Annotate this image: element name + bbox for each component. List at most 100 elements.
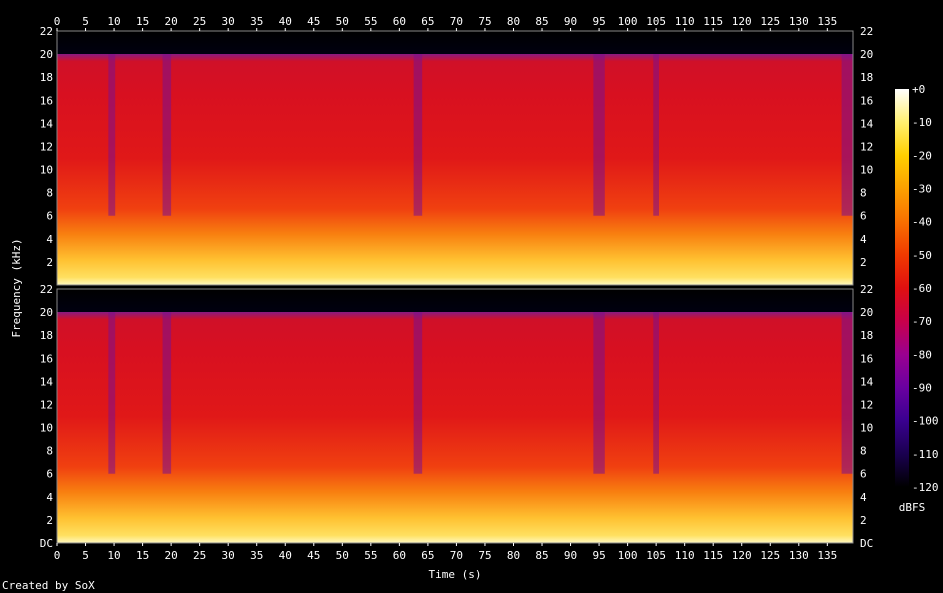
ch1-y-tick-right-3: 8 [860,187,867,200]
x-tick-top-18: 90 [564,15,577,28]
x-tick-bottom-25: 125 [760,549,780,562]
ch2-y-tick-left-5: 10 [40,422,53,435]
x-tick-bottom-11: 55 [364,549,377,562]
ch2-y-tick-left-3: 6 [46,468,53,481]
x-tick-bottom-2: 10 [107,549,120,562]
ch1-y-tick-right-9: 20 [860,48,873,61]
ch1-y-tick-left-2: 6 [46,210,53,223]
x-tick-bottom-23: 115 [703,549,723,562]
colorbar-gradient-bar [895,89,909,487]
ch2-quiet-segment-4 [653,312,659,474]
x-tick-bottom-6: 30 [222,549,235,562]
x-tick-labels-bottom: 0 5 10 15 20 25 30 35 40 45 50 55 60 65 70 75 80 85 90 95 10… [54,543,837,562]
x-tick-bottom-0: 0 [54,549,61,562]
colorbar-tick-5: -50 [912,249,932,262]
colorbar-tick-labels: +0 -10 -20 -30 -40 -50 -60 -70 -80 -90 -100 -110 -12… [912,83,939,494]
x-tick-top-17: 85 [535,15,548,28]
ch2-y-tick-right-3: 6 [860,468,867,481]
x-tick-bottom-10: 50 [336,549,349,562]
ch1-quiet-segment-3 [593,54,605,216]
ch2-y-tick-left-7: 14 [40,375,54,388]
x-tick-bottom-7: 35 [250,549,263,562]
colorbar-tick-7: -70 [912,315,932,328]
ch2-y-tick-left-6: 12 [40,398,53,411]
ch1-y-tick-right-4: 10 [860,164,873,177]
ch2-quiet-segment-1 [162,312,172,474]
ch2-quiet-segment-5 [841,312,853,474]
ch2-y-tick-right-9: 18 [860,329,873,342]
x-tick-top-15: 75 [478,15,491,28]
colorbar-tick-6: -60 [912,282,932,295]
x-tick-bottom-8: 40 [279,549,292,562]
ch2-y-tick-left-10: 20 [40,306,53,319]
channel-2-frame [56,288,854,544]
x-tick-bottom-21: 105 [646,549,666,562]
ch1-y-tick-left-8: 18 [40,71,53,84]
ch2-y-tick-right-6: 12 [860,398,873,411]
x-tick-top-7: 35 [250,15,263,28]
x-tick-top-2: 10 [107,15,120,28]
colorbar-tick-9: -90 [912,382,932,395]
ch1-y-tick-left-7: 16 [40,94,53,107]
x-tick-top-9: 45 [307,15,320,28]
channel-2-panel [57,289,853,543]
ch2-quiet-segment-2 [413,312,423,474]
x-tick-bottom-1: 5 [82,549,89,562]
ch2-y-tick-right-11: 22 [860,283,873,296]
ch1-y-tick-right-10: 22 [860,25,873,38]
ch1-y-tick-left-0: 2 [46,256,53,269]
x-tick-bottom-9: 45 [307,549,320,562]
ch1-quiet-segment-4 [653,54,659,216]
colorbar-tick-1: -10 [912,116,932,129]
channel-1-panel [57,31,853,285]
x-tick-top-13: 65 [421,15,434,28]
x-tick-top-21: 105 [646,15,666,28]
ch2-quiet-segment-3 [593,312,605,474]
y-axis-label: Frequency (kHz) [10,238,23,337]
ch2-y-tick-left-2: 4 [46,491,53,504]
x-axis-label: Time (s) [429,568,482,581]
ch1-y-tick-left-6: 14 [40,117,54,130]
colorbar-tick-4: -40 [912,216,932,229]
x-tick-top-1: 5 [82,15,89,28]
ch2-y-tick-right-0: DC [860,537,873,550]
colorbar-tick-3: -30 [912,183,932,196]
x-tick-bottom-13: 65 [421,549,434,562]
x-tick-bottom-17: 85 [535,549,548,562]
ch2-y-tick-right-4: 8 [860,445,867,458]
colorbar-tick-10: -100 [912,415,939,428]
x-tick-top-4: 20 [164,15,177,28]
ch1-quiet-segment-5 [841,54,853,216]
ch2-quiet-segment-0 [108,312,116,474]
x-tick-bottom-20: 100 [618,549,638,562]
ch2-y-tick-left-1: 2 [46,514,53,527]
x-tick-bottom-19: 95 [592,549,605,562]
x-tick-top-20: 100 [618,15,638,28]
x-tick-top-24: 120 [732,15,752,28]
ch1-y-tick-right-2: 6 [860,210,867,223]
x-tick-bottom-4: 20 [164,549,177,562]
x-tick-bottom-14: 70 [450,549,463,562]
ch1-quiet-segment-1 [162,54,172,216]
colorbar-tick-2: -20 [912,149,932,162]
ch2-y-tick-right-5: 10 [860,422,873,435]
ch2-y-tick-right-8: 16 [860,352,873,365]
x-tick-bottom-5: 25 [193,549,206,562]
x-tick-top-5: 25 [193,15,206,28]
credit-label: Created by SoX [2,579,95,592]
ch2-y-tick-left-9: 18 [40,329,53,342]
x-tick-bottom-18: 90 [564,549,577,562]
ch1-y-tick-right-5: 12 [860,140,873,153]
colorbar-tick-12: -120 [912,481,939,494]
ch1-y-tick-right-6: 14 [860,117,874,130]
colorbar-unit-label: dBFS [899,501,926,514]
x-tick-top-0: 0 [54,15,61,28]
x-tick-top-8: 40 [279,15,292,28]
x-tick-top-22: 110 [675,15,695,28]
ch2-y-tick-left-4: 8 [46,445,53,458]
x-tick-top-16: 80 [507,15,520,28]
ch2-y-tick-left-0: DC [40,537,53,550]
ch2-y-tick-right-7: 14 [860,375,874,388]
x-tick-top-10: 50 [336,15,349,28]
